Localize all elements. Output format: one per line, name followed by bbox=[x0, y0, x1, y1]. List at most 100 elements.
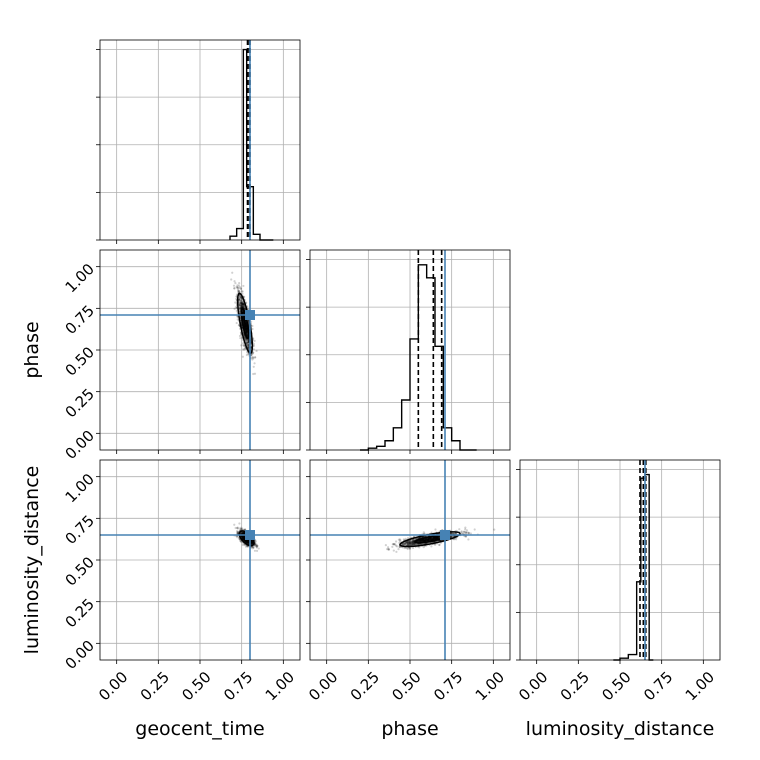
sample-point bbox=[391, 543, 394, 546]
x-tick-label: 0.75 bbox=[640, 668, 676, 704]
sample-point bbox=[254, 543, 257, 546]
sample-point bbox=[251, 541, 254, 545]
sample-point bbox=[423, 539, 427, 542]
sample-point bbox=[384, 543, 387, 547]
panel-1-1 bbox=[306, 249, 511, 454]
sample-point bbox=[241, 304, 244, 307]
sample-point bbox=[245, 329, 248, 332]
sample-point bbox=[252, 365, 255, 368]
sample-point bbox=[250, 542, 253, 545]
sample-point bbox=[244, 329, 248, 333]
sample-point bbox=[243, 321, 246, 324]
sample-point bbox=[246, 339, 250, 342]
sample-point bbox=[449, 535, 452, 538]
sample-point bbox=[252, 348, 255, 351]
sample-point bbox=[427, 538, 431, 541]
sample-point bbox=[236, 285, 239, 289]
sample-point bbox=[233, 280, 236, 283]
sample-point bbox=[241, 302, 244, 305]
sample-point bbox=[234, 301, 237, 304]
sample-point bbox=[245, 328, 248, 331]
sample-point bbox=[467, 538, 470, 541]
sample-point bbox=[241, 531, 244, 534]
sample-point bbox=[244, 327, 247, 330]
sample-point bbox=[250, 353, 253, 356]
sample-point bbox=[240, 301, 243, 305]
sample-point bbox=[241, 302, 245, 306]
grid-2-2 bbox=[520, 460, 720, 660]
sample-point bbox=[239, 539, 242, 543]
sample-point bbox=[420, 539, 423, 543]
sample-point bbox=[240, 299, 243, 302]
sample-point bbox=[240, 304, 243, 307]
sample-point bbox=[241, 355, 244, 358]
sample-point bbox=[426, 539, 429, 542]
sample-point bbox=[251, 327, 254, 331]
sample-point bbox=[242, 303, 245, 307]
sample-point bbox=[421, 539, 424, 542]
sample-point bbox=[245, 328, 248, 331]
sample-point bbox=[429, 537, 433, 541]
sample-point bbox=[434, 528, 437, 531]
sample-point bbox=[245, 326, 248, 330]
sample-point bbox=[395, 545, 399, 548]
sample-point bbox=[254, 539, 257, 542]
sample-point bbox=[410, 541, 413, 544]
sample-point bbox=[244, 327, 248, 330]
sample-point bbox=[413, 543, 416, 546]
sample-point bbox=[408, 542, 411, 545]
sample-point bbox=[247, 343, 250, 346]
sample-point bbox=[245, 327, 248, 331]
sample-point bbox=[241, 527, 244, 530]
sample-point bbox=[244, 323, 248, 326]
x-axis-label-luminosity_distance: luminosity_distance bbox=[526, 718, 715, 740]
sample-point bbox=[242, 531, 245, 534]
sample-point bbox=[241, 532, 244, 535]
sample-point bbox=[240, 298, 243, 301]
sample-point bbox=[423, 539, 426, 542]
sample-point bbox=[242, 316, 245, 320]
sample-point bbox=[391, 545, 394, 548]
sample-point bbox=[245, 327, 248, 330]
sample-point bbox=[240, 302, 243, 305]
y-tick-label: 0.25 bbox=[62, 385, 98, 421]
sample-point bbox=[429, 538, 432, 541]
sample-point bbox=[237, 289, 240, 293]
sample-point bbox=[428, 537, 431, 540]
sample-point bbox=[244, 322, 248, 326]
sample-point bbox=[411, 540, 414, 544]
sample-point bbox=[237, 290, 240, 294]
sample-point bbox=[425, 538, 428, 541]
sample-point bbox=[241, 532, 245, 535]
sample-point bbox=[435, 536, 438, 539]
sample-point bbox=[467, 532, 470, 535]
sample-point bbox=[247, 341, 250, 344]
sample-point bbox=[241, 305, 244, 308]
sample-point bbox=[243, 317, 246, 321]
sample-point bbox=[240, 304, 243, 307]
panel-frame bbox=[309, 249, 511, 451]
sample-point bbox=[251, 541, 254, 545]
sample-point bbox=[245, 330, 248, 333]
sample-point bbox=[244, 545, 248, 548]
sample-point bbox=[242, 344, 245, 347]
sample-point bbox=[403, 546, 406, 550]
y-axis-label-luminosity_distance: luminosity_distance bbox=[21, 466, 43, 655]
sample-point bbox=[240, 290, 243, 293]
sample-point bbox=[242, 316, 245, 320]
sample-point bbox=[244, 328, 247, 331]
x-tick-label: 0.25 bbox=[347, 668, 383, 704]
sample-point bbox=[245, 327, 248, 330]
sample-point bbox=[408, 546, 411, 550]
sample-point bbox=[423, 539, 427, 542]
sample-point bbox=[246, 342, 249, 345]
sample-point bbox=[250, 539, 254, 542]
sample-point bbox=[242, 532, 245, 535]
sample-point bbox=[412, 543, 415, 546]
sample-point bbox=[239, 528, 242, 531]
sample-point bbox=[398, 545, 401, 548]
sample-point bbox=[243, 319, 246, 323]
sample-point bbox=[244, 328, 247, 331]
x-tick-label: 0.50 bbox=[598, 668, 634, 704]
sample-point bbox=[239, 528, 243, 531]
